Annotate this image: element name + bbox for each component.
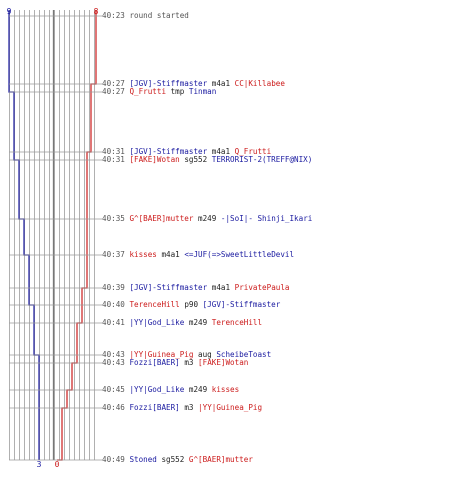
- victim-name: TERRORIST-2(TREFF@NIX): [211, 155, 313, 164]
- killer-name: kisses: [129, 250, 157, 259]
- killer-name: Q_Frutti: [129, 87, 167, 96]
- event-row: 40:45 |YY|God_Like m249 kisses: [102, 385, 239, 394]
- event-row: 40:40 TerenceHill p90 [JGV]-Stiffmaster: [102, 300, 280, 309]
- killer-name: [JGV]-Stiffmaster: [129, 147, 208, 156]
- weapon-name: m4a1: [211, 283, 231, 292]
- event-info-text: round started: [129, 11, 189, 20]
- event-time: 40:43: [102, 358, 125, 367]
- victim-name: ScheibeToast: [216, 350, 272, 359]
- event-row: 40:35 G^[BAER]mutter m249 -|SoI|- Shinji…: [102, 214, 312, 223]
- weapon-name: m3: [184, 358, 194, 367]
- event-row: 40:27 Q_Frutti tmp Tinman: [102, 87, 216, 96]
- event-time: 40:31: [102, 147, 125, 156]
- killer-name: Stoned: [129, 455, 157, 464]
- victim-name: |YY|Guinea_Pig: [198, 403, 263, 412]
- time-grid: [9, 10, 95, 460]
- weapon-name: m249: [188, 385, 208, 394]
- event-time: 40:46: [102, 403, 125, 412]
- killer-name: |YY|Guinea_Pig: [129, 350, 194, 359]
- victim-name: -|SoI|- Shinji_Ikari: [220, 214, 313, 223]
- killer-name: |YY|God_Like: [129, 385, 185, 394]
- victim-name: TerenceHill: [211, 318, 263, 327]
- event-time: 40:27: [102, 87, 125, 96]
- event-row: 40:41 |YY|God_Like m249 TerenceHill: [102, 318, 262, 327]
- blue-end-count: 3: [37, 460, 42, 469]
- event-time: 40:43: [102, 350, 125, 359]
- weapon-name: m3: [184, 403, 194, 412]
- weapon-name: m4a1: [211, 147, 231, 156]
- event-row: 40:43 |YY|Guinea_Pig aug ScheibeToast: [102, 350, 271, 359]
- event-time: 40:35: [102, 214, 125, 223]
- event-time: 40:23: [102, 11, 125, 20]
- victim-name: Tinman: [188, 87, 217, 96]
- event-time: 40:37: [102, 250, 125, 259]
- killer-name: Fozzi[BAER]: [129, 358, 180, 367]
- event-time: 40:41: [102, 318, 125, 327]
- event-row: 40:39 [JGV]-Stiffmaster m4a1 PrivatePaul…: [102, 283, 290, 292]
- killer-name: [JGV]-Stiffmaster: [129, 283, 208, 292]
- red-end-count: 0: [55, 460, 60, 469]
- event-row: 40:23 round started: [102, 11, 189, 20]
- killer-name: [JGV]-Stiffmaster: [129, 79, 208, 88]
- weapon-name: m249: [188, 318, 208, 327]
- killer-name: [FAKE]Wotan: [129, 155, 180, 164]
- event-row: 40:31 [FAKE]Wotan sg552 TERRORIST-2(TREF…: [102, 155, 312, 164]
- weapon-name: aug: [198, 350, 212, 359]
- victim-name: Q_Frutti: [234, 147, 272, 156]
- weapon-name: m249: [198, 214, 217, 223]
- event-row: 40:49 Stoned sg552 G^[BAER]mutter: [102, 455, 253, 464]
- weapon-name: m4a1: [161, 250, 180, 259]
- weapon-name: tmp: [170, 87, 185, 96]
- killer-name: |YY|God_Like: [129, 318, 185, 327]
- weapon-name: m4a1: [211, 79, 231, 88]
- event-row: 40:37 kisses m4a1 <=JUF(=>SweetLittleDev…: [102, 250, 294, 259]
- event-time: 40:40: [102, 300, 125, 309]
- killer-name: G^[BAER]mutter: [129, 214, 194, 223]
- event-connectors: [9, 15, 102, 461]
- victim-name: <=JUF(=>SweetLittleDevil: [184, 250, 295, 259]
- event-row: 40:46 Fozzi[BAER] m3 |YY|Guinea_Pig: [102, 403, 262, 412]
- event-time: 40:49: [102, 455, 125, 464]
- event-time: 40:45: [102, 385, 125, 394]
- killer-name: Fozzi[BAER]: [129, 403, 180, 412]
- killer-name: TerenceHill: [129, 300, 180, 309]
- victim-name: [JGV]-Stiffmaster: [202, 300, 281, 309]
- weapon-name: sg552: [184, 155, 208, 164]
- event-row: 40:27 [JGV]-Stiffmaster m4a1 CC|Killabee: [102, 79, 285, 88]
- blue-start-count: 9: [7, 7, 12, 16]
- event-row: 40:31 [JGV]-Stiffmaster m4a1 Q_Frutti: [102, 147, 271, 156]
- event-time: 40:31: [102, 155, 125, 164]
- victim-name: kisses: [211, 385, 240, 394]
- red-start-count: 8: [94, 7, 99, 16]
- weapon-name: sg552: [161, 455, 185, 464]
- blue-team-alive-line: [8, 10, 40, 460]
- weapon-name: p90: [184, 300, 199, 309]
- victim-name: PrivatePaula: [234, 283, 290, 292]
- event-time: 40:27: [102, 79, 125, 88]
- event-row: 40:43 Fozzi[BAER] m3 [FAKE]Wotan: [102, 358, 248, 367]
- victim-name: CC|Killabee: [234, 79, 285, 88]
- victim-name: G^[BAER]mutter: [188, 455, 253, 464]
- victim-name: [FAKE]Wotan: [198, 358, 249, 367]
- event-time: 40:39: [102, 283, 125, 292]
